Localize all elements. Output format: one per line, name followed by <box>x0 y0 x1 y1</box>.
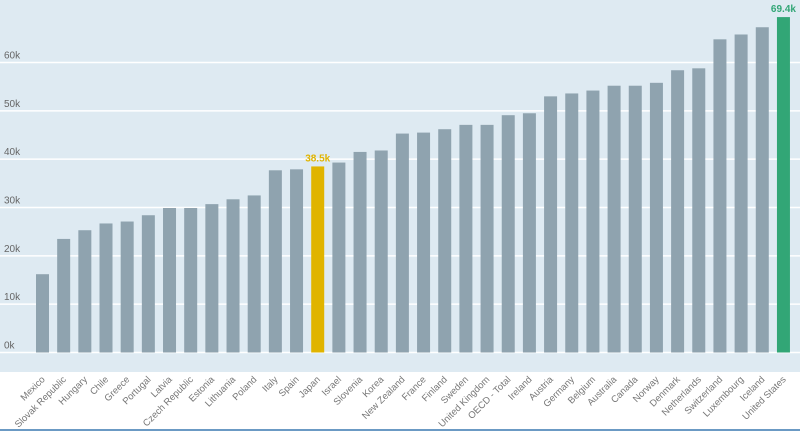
bar-france[interactable] <box>417 132 431 353</box>
x-tick-label: Poland <box>231 374 260 403</box>
y-tick-label: 60k <box>4 51 21 62</box>
bar-luxembourg[interactable] <box>734 34 748 353</box>
bar-sweden[interactable] <box>459 124 473 353</box>
bar-hungary[interactable] <box>78 230 92 353</box>
data-label: 69.4k <box>771 4 796 15</box>
bar-australia[interactable] <box>607 85 621 353</box>
bar-canada[interactable] <box>628 85 642 353</box>
bar-spain[interactable] <box>290 169 304 353</box>
bar-norway[interactable] <box>649 82 663 353</box>
bar-austria[interactable] <box>544 96 558 353</box>
bar-estonia[interactable] <box>205 204 219 353</box>
bar-czech-republic[interactable] <box>184 207 198 353</box>
bar-iceland[interactable] <box>755 27 769 353</box>
bar-italy[interactable] <box>268 170 282 353</box>
bar-oecd-total[interactable] <box>501 115 515 353</box>
bar-lithuania[interactable] <box>226 199 240 353</box>
bar-mexico[interactable] <box>36 274 49 353</box>
bar-ireland[interactable] <box>522 113 536 353</box>
bar-greece[interactable] <box>120 221 134 353</box>
bars: 38.5k 69.4k <box>36 4 796 353</box>
bar-germany[interactable] <box>565 93 579 353</box>
bar-united-kingdom[interactable] <box>480 124 494 353</box>
y-tick-label: 50k <box>4 99 21 110</box>
bar-portugal[interactable] <box>141 215 155 353</box>
bar-netherlands[interactable] <box>692 68 706 353</box>
y-tick-label: 40k <box>4 147 21 158</box>
y-axis-ticks: 0k 10k 20k 30k 40k 50k 60k <box>4 51 21 352</box>
bar-slovak-republic[interactable] <box>57 238 71 353</box>
bar-korea[interactable] <box>374 150 388 353</box>
bar-belgium[interactable] <box>586 90 600 353</box>
y-tick-label: 30k <box>4 196 21 207</box>
data-label: 38.5k <box>305 153 330 164</box>
bar-chile[interactable] <box>99 223 113 353</box>
bar-poland[interactable] <box>247 195 261 353</box>
bar-finland[interactable] <box>438 129 452 353</box>
y-tick-label: 20k <box>4 244 21 255</box>
bar-denmark[interactable] <box>671 70 685 353</box>
bar-switzerland[interactable] <box>713 39 727 353</box>
bar-new-zealand[interactable] <box>395 133 409 353</box>
x-tick-label: Spain <box>277 374 302 399</box>
bar-israel[interactable] <box>332 162 346 353</box>
bar-latvia[interactable] <box>163 207 177 353</box>
y-tick-label: 10k <box>4 292 21 303</box>
bar-japan[interactable] <box>311 166 325 353</box>
bar-slovenia[interactable] <box>353 151 367 353</box>
bar-united-states[interactable] <box>776 17 790 353</box>
y-tick-label: 0k <box>4 341 16 352</box>
x-tick-label: Japan <box>297 374 323 400</box>
